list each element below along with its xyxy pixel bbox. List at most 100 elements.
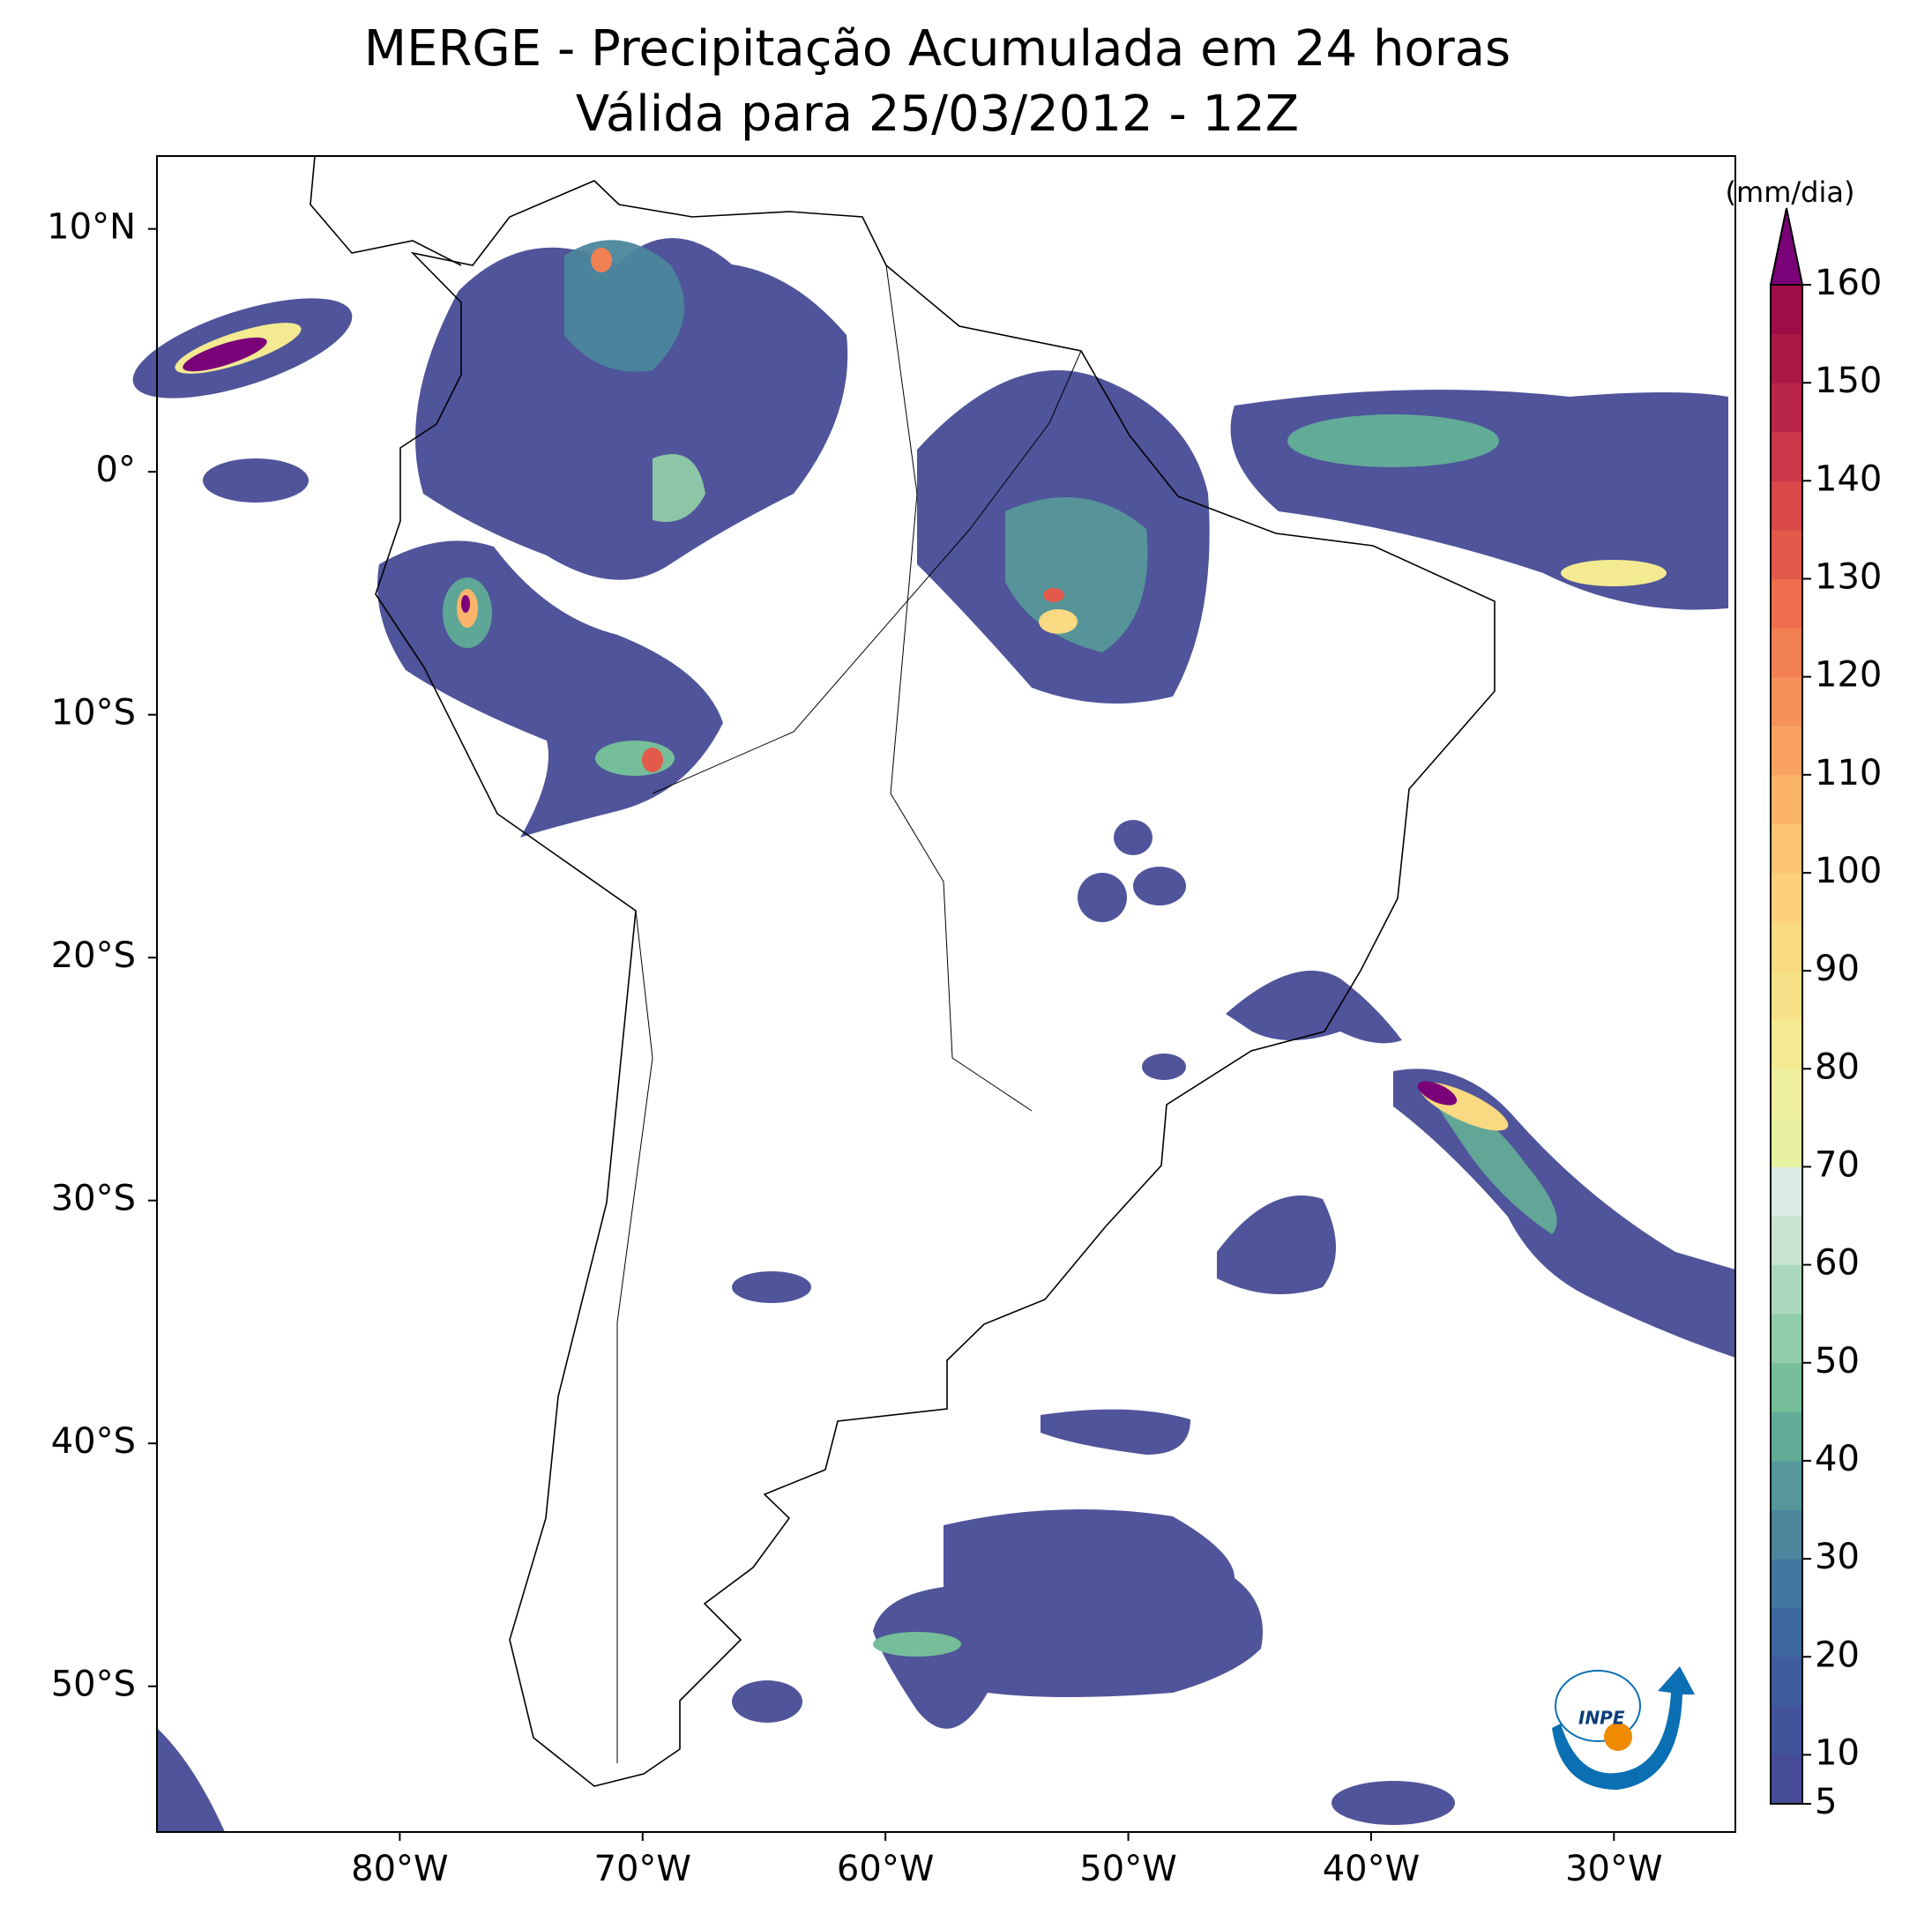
rain-area xyxy=(1332,1781,1455,1825)
colorbar-band xyxy=(1771,872,1802,923)
inpe-logo: INPE xyxy=(1552,1666,1695,1790)
y-tick-label: 10°N xyxy=(47,207,136,248)
colorbar-tick-label: 90 xyxy=(1815,949,1860,989)
y-tick-label: 40°S xyxy=(51,1421,136,1462)
rain-area xyxy=(642,748,663,772)
title: MERGE - Precipitação Acumulada em 24 hor… xyxy=(364,20,1511,78)
x-tick-label: 50°W xyxy=(1079,1849,1176,1889)
rain-area xyxy=(1217,1195,1336,1294)
rain-area xyxy=(1005,497,1148,652)
logo-swoosh xyxy=(1552,1666,1695,1790)
rain-area xyxy=(1226,971,1402,1044)
colorbar-band xyxy=(1771,1607,1802,1657)
colorbar-band xyxy=(1771,1264,1802,1314)
rain-area xyxy=(1039,609,1078,634)
colorbar-tick-label: 100 xyxy=(1815,851,1882,891)
colorbar-band xyxy=(1771,578,1802,629)
logo-dot xyxy=(1604,1723,1632,1751)
y-tick-label: 30°S xyxy=(51,1179,136,1219)
colorbar-band xyxy=(1771,971,1802,1021)
x-tick-label: 40°W xyxy=(1323,1849,1420,1889)
rain-area xyxy=(653,454,705,522)
colorbar-band xyxy=(1771,333,1802,384)
x-tick-label: 80°W xyxy=(351,1849,448,1889)
colorbar-band xyxy=(1771,1069,1802,1119)
rain-area xyxy=(564,240,684,372)
subtitle: Válida para 25/03/2012 - 12Z xyxy=(576,86,1299,143)
colorbar-band xyxy=(1771,1166,1802,1217)
colorbar-band xyxy=(1771,1117,1802,1167)
colorbar-band xyxy=(1771,774,1802,824)
colorbar-tick-label: 20 xyxy=(1815,1635,1860,1675)
rain-area xyxy=(1041,1409,1190,1455)
colorbar-band xyxy=(1771,529,1802,579)
rain-area xyxy=(415,238,848,580)
rain-area xyxy=(591,248,612,272)
colorbar-tick-label: 70 xyxy=(1815,1144,1860,1185)
colorbar-band xyxy=(1771,1657,1802,1707)
x-tick-label: 60°W xyxy=(837,1849,934,1889)
rain-area xyxy=(203,458,309,503)
colorbar-band xyxy=(1771,921,1802,972)
coastline xyxy=(310,155,1496,1787)
rain-area xyxy=(1287,414,1499,467)
colorbar-band xyxy=(1771,1754,1802,1805)
rain-area xyxy=(1133,867,1186,905)
colorbar-band xyxy=(1771,1705,1802,1755)
colorbar-tick-label: 50 xyxy=(1815,1341,1860,1382)
rain-area xyxy=(732,1680,802,1723)
colorbar-tick-label: 150 xyxy=(1815,361,1882,401)
rain-area xyxy=(873,1509,1263,1729)
rain-area xyxy=(377,540,723,838)
rain-area xyxy=(1417,1081,1458,1106)
rain-area xyxy=(732,1271,811,1303)
colorbar-band xyxy=(1771,823,1802,874)
logo-text: INPE xyxy=(1578,1708,1625,1729)
colorbar-tick-label: 5 xyxy=(1815,1782,1837,1822)
y-tick-label: 0° xyxy=(96,450,136,490)
colorbar-tick-label: 160 xyxy=(1815,263,1882,303)
colorbar-band xyxy=(1771,676,1802,726)
map-frame xyxy=(156,155,1736,1833)
borders xyxy=(616,264,1082,1763)
rain-area xyxy=(1043,588,1064,602)
rain-area xyxy=(873,1632,961,1657)
colorbar-band xyxy=(1771,1460,1802,1511)
central-america-coast xyxy=(310,155,462,266)
colorbar-band xyxy=(1771,628,1802,678)
colorbar-tick-label: 140 xyxy=(1815,458,1882,499)
y-tick-label: 10°S xyxy=(51,693,136,734)
colorbar-band xyxy=(1771,383,1802,433)
y-tick-label: 50°S xyxy=(51,1665,136,1705)
rain-area xyxy=(1561,560,1667,586)
y-tick-label: 20°S xyxy=(51,935,136,976)
colorbar-tick-label: 30 xyxy=(1815,1537,1860,1577)
rain-area xyxy=(1142,1054,1186,1080)
colorbar-band xyxy=(1771,1019,1802,1069)
colorbar-band xyxy=(1771,1411,1802,1462)
x-tick-label: 70°W xyxy=(594,1849,691,1889)
colorbar-band xyxy=(1771,431,1802,481)
colorbar-band xyxy=(1771,1559,1802,1609)
colorbar-band xyxy=(1771,1216,1802,1266)
rain-area xyxy=(1078,873,1127,922)
rain-area xyxy=(461,595,470,613)
rain-area xyxy=(1428,1093,1557,1234)
colorbar-band xyxy=(1771,1314,1802,1364)
colorbar-band xyxy=(1771,285,1802,335)
rain-area xyxy=(1114,820,1152,855)
colorbar-band xyxy=(1771,480,1802,531)
colorbar-extend xyxy=(1769,207,1804,286)
colorbar-tick-label: 130 xyxy=(1815,556,1882,597)
colorbar-tick-label: 10 xyxy=(1815,1732,1860,1773)
colorbar-tick-label: 120 xyxy=(1815,655,1882,696)
colorbar-frame xyxy=(1770,284,1803,1805)
colorbar-tick-label: 110 xyxy=(1815,753,1882,793)
colorbar-tick-label: 60 xyxy=(1815,1243,1860,1284)
colorbar-label: (mm/dia) xyxy=(1726,175,1855,209)
colorbar-tick-label: 40 xyxy=(1815,1439,1860,1479)
logo-orbit xyxy=(1555,1670,1641,1742)
colorbar-band xyxy=(1771,1509,1802,1560)
precipitation xyxy=(132,238,1735,1832)
